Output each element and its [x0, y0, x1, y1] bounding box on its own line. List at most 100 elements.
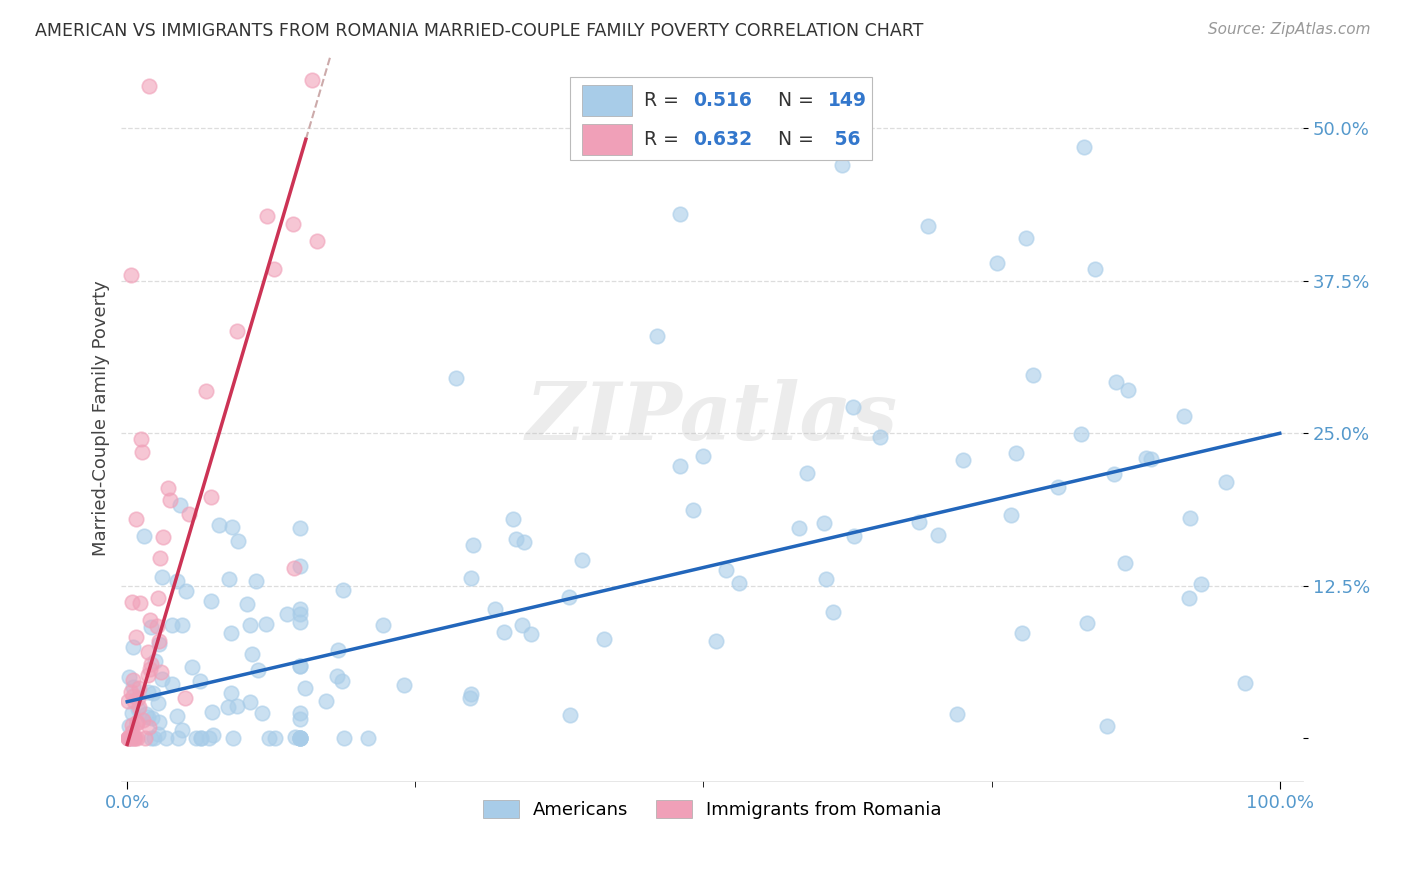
Point — [326, 669, 349, 683]
Text: 149: 149 — [828, 91, 868, 110]
Point — [821, 605, 844, 619]
Point — [127, 714, 149, 729]
Point — [139, 662, 162, 676]
Point — [190, 731, 212, 746]
Point — [332, 583, 354, 598]
Point — [118, 731, 141, 746]
Point — [188, 674, 211, 689]
Point — [145, 619, 167, 633]
Point — [132, 529, 155, 543]
Point — [132, 713, 155, 727]
Text: 56: 56 — [828, 130, 860, 149]
Point — [152, 530, 174, 544]
Point — [458, 691, 481, 706]
Point — [288, 706, 311, 720]
FancyBboxPatch shape — [571, 77, 872, 161]
Point — [461, 538, 484, 552]
Point — [124, 694, 146, 708]
Text: R =: R = — [644, 91, 685, 110]
Point — [156, 481, 179, 495]
Point — [138, 720, 160, 734]
Point — [125, 512, 148, 526]
Point — [283, 560, 305, 574]
Point — [917, 219, 939, 233]
Point — [141, 711, 163, 725]
Point — [714, 563, 737, 577]
Text: 0.516: 0.516 — [693, 91, 752, 110]
Point — [647, 328, 669, 343]
Point — [682, 503, 704, 517]
Point — [1118, 383, 1140, 397]
Point — [120, 268, 142, 282]
Point — [288, 731, 311, 746]
Point — [1021, 368, 1043, 383]
Point — [505, 533, 527, 547]
Point — [166, 709, 188, 723]
Point — [288, 731, 311, 746]
Point — [813, 516, 835, 531]
Text: ZIPatlas: ZIPatlas — [526, 379, 898, 457]
Point — [226, 534, 249, 549]
Point — [219, 626, 242, 640]
Point — [190, 731, 212, 746]
Point — [276, 607, 298, 622]
Point — [176, 583, 198, 598]
Point — [1015, 231, 1038, 245]
Point — [330, 674, 353, 689]
Point — [201, 705, 224, 719]
Point — [288, 658, 311, 673]
Point — [256, 209, 278, 223]
Point — [138, 78, 160, 93]
Point — [143, 654, 166, 668]
Point — [257, 731, 280, 746]
Point — [288, 607, 311, 621]
Point — [294, 681, 316, 695]
Point — [143, 731, 166, 746]
Point — [200, 490, 222, 504]
Point — [288, 521, 311, 535]
Point — [814, 573, 837, 587]
Point — [692, 449, 714, 463]
Point — [1178, 511, 1201, 525]
Point — [288, 731, 311, 746]
Point — [129, 596, 152, 610]
Point — [1046, 480, 1069, 494]
Point — [208, 518, 231, 533]
Point — [326, 643, 349, 657]
Point — [283, 217, 305, 231]
Point — [217, 699, 239, 714]
Point — [127, 702, 149, 716]
Point — [520, 626, 543, 640]
Point — [118, 670, 141, 684]
Point — [288, 731, 311, 746]
Point — [284, 731, 307, 745]
Point — [727, 576, 749, 591]
Point — [139, 620, 162, 634]
Point — [117, 731, 139, 746]
Point — [460, 571, 482, 585]
Point — [125, 630, 148, 644]
Point — [127, 691, 149, 706]
Point — [1004, 446, 1026, 460]
Point — [120, 731, 142, 746]
Point — [218, 572, 240, 586]
Point — [1215, 475, 1237, 489]
Point — [1084, 261, 1107, 276]
Point — [129, 433, 152, 447]
Point — [166, 731, 188, 746]
Point — [1076, 616, 1098, 631]
Point — [288, 558, 311, 573]
Point — [502, 512, 524, 526]
Point — [122, 680, 145, 694]
Point — [263, 731, 285, 746]
Point — [254, 617, 277, 632]
Point — [333, 731, 356, 746]
Text: R =: R = — [644, 130, 685, 149]
Legend: Americans, Immigrants from Romania: Americans, Immigrants from Romania — [475, 793, 949, 826]
Point — [1102, 467, 1125, 481]
Point — [148, 696, 170, 710]
Point — [247, 663, 270, 677]
Point — [225, 699, 247, 714]
Point — [117, 731, 139, 746]
Point — [510, 618, 533, 632]
